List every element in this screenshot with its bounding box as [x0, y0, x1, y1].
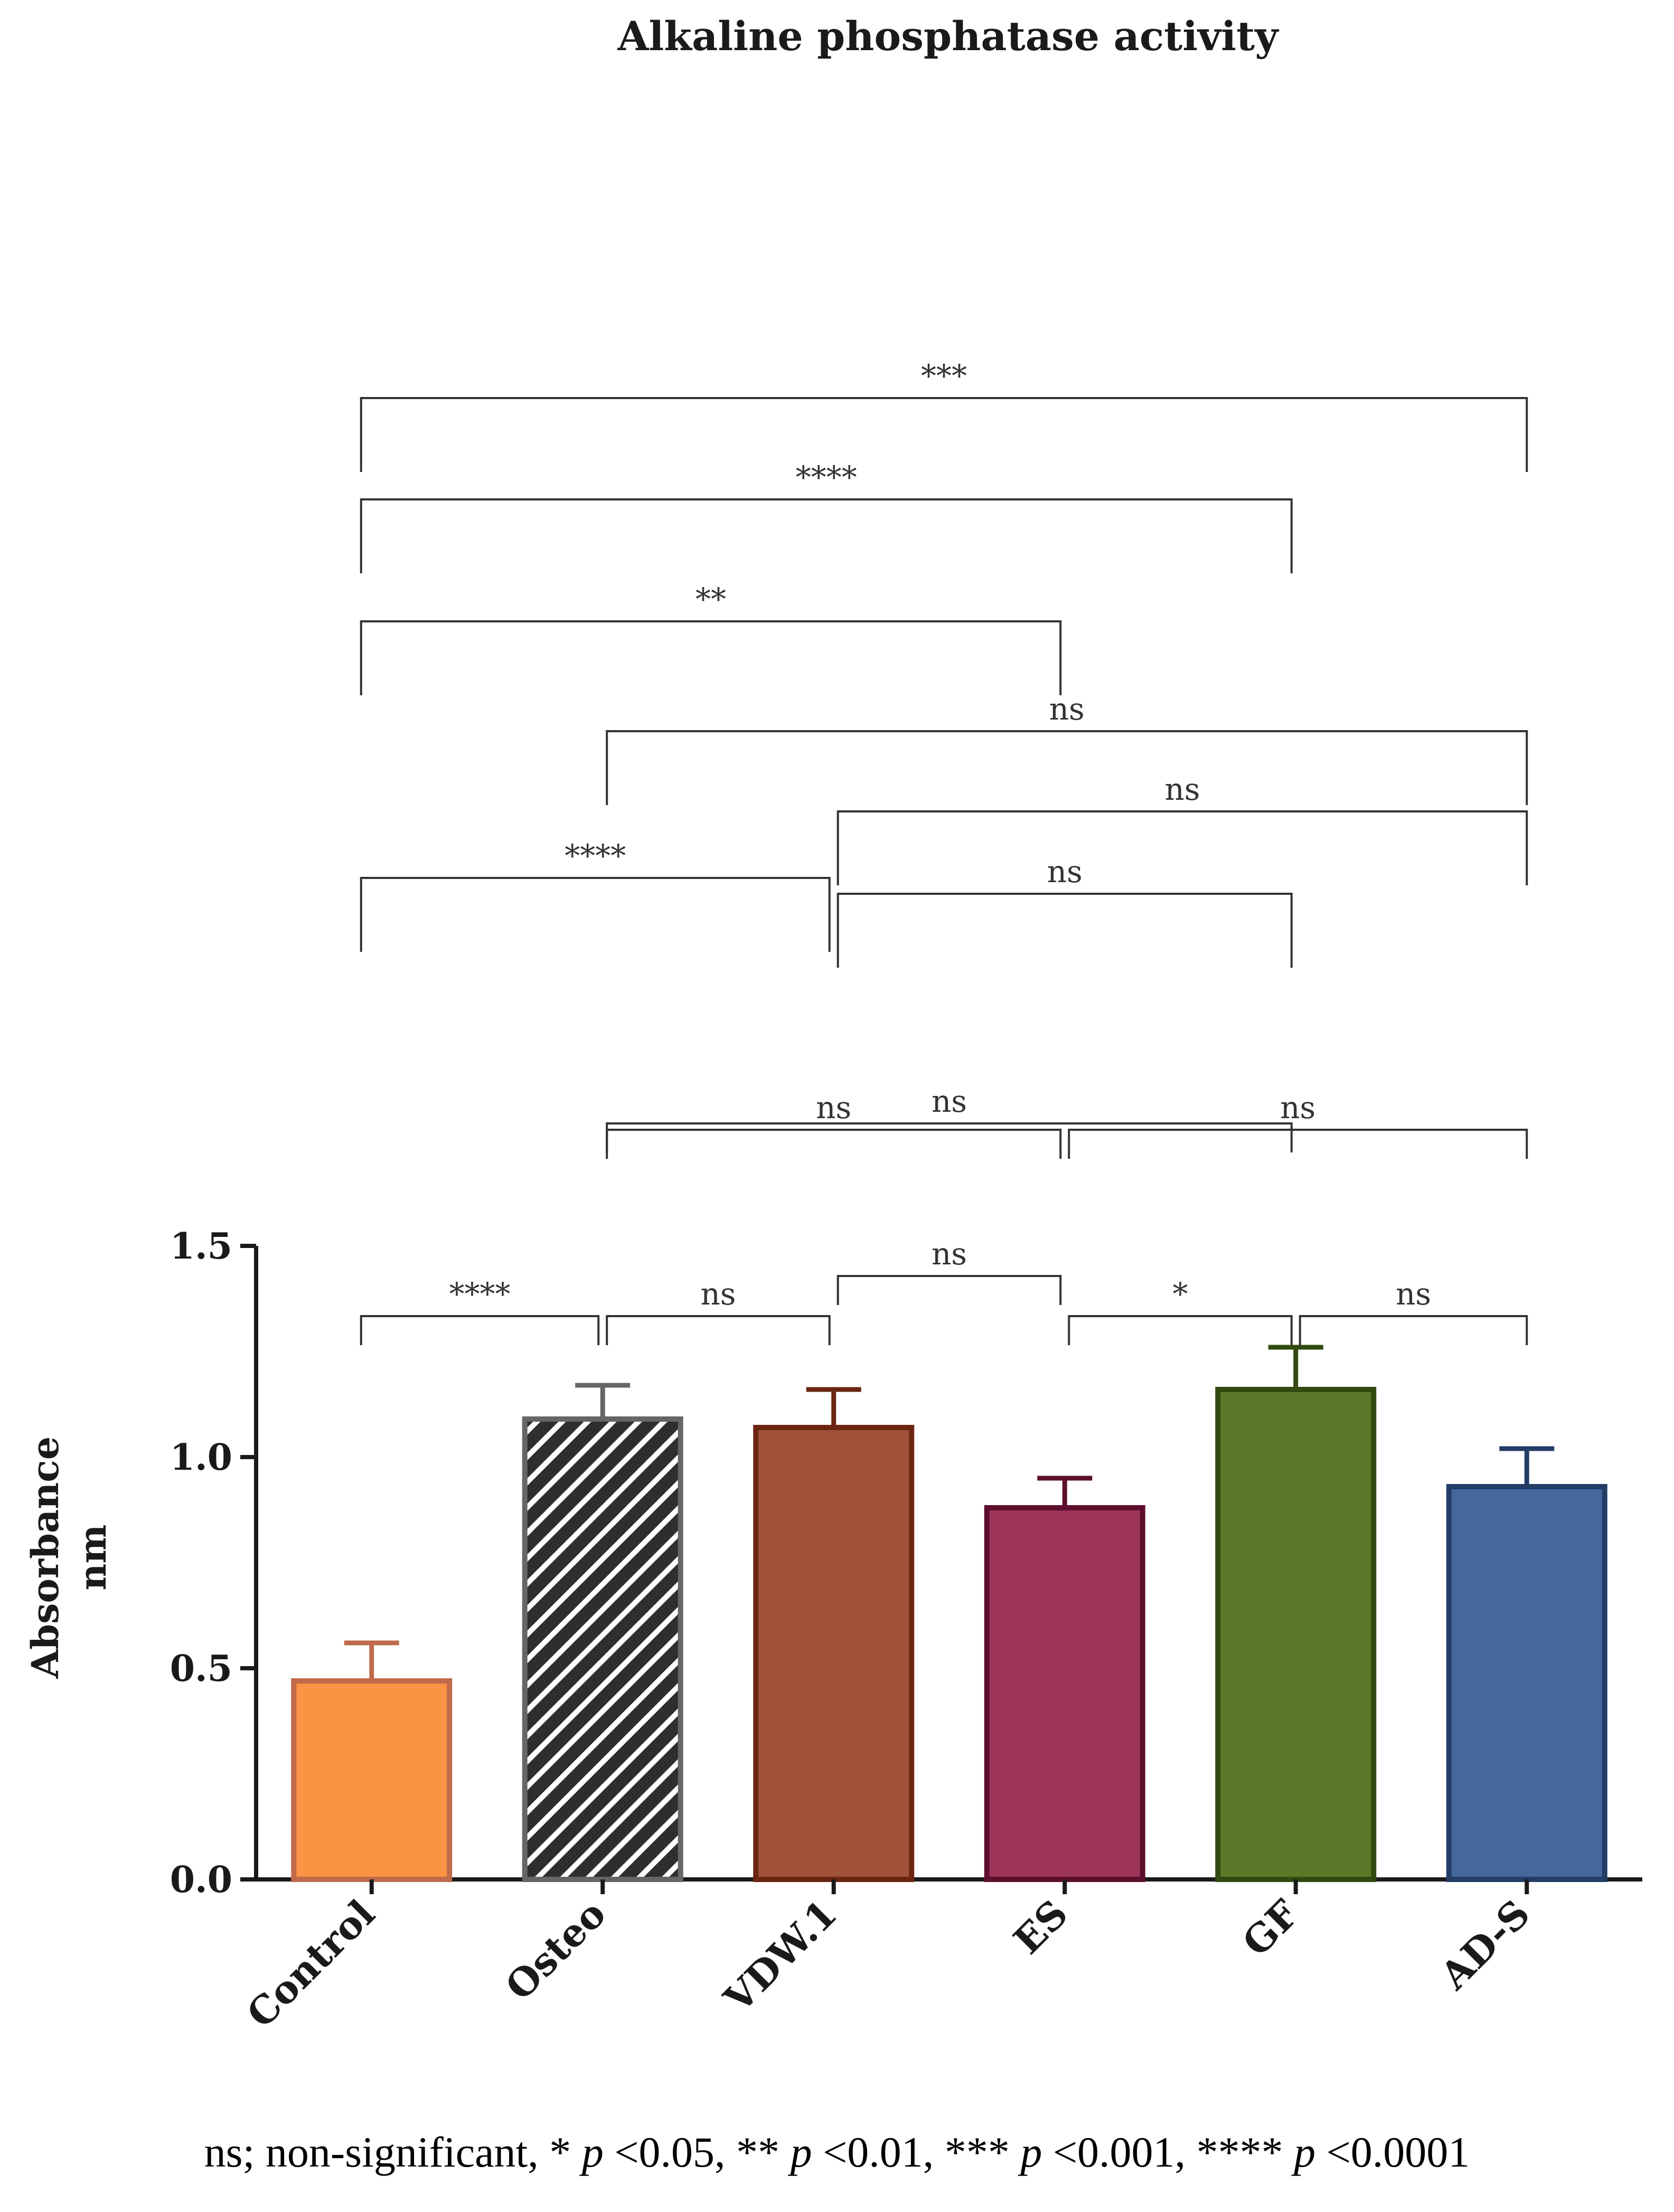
- bracket-label: ns: [1164, 771, 1200, 807]
- footnote-star-2: **: [736, 2128, 780, 2176]
- x-tick-label: GF: [1234, 1891, 1308, 1965]
- bracket-line: [1068, 1129, 1528, 1159]
- footnote-value-1: <0.05,: [614, 2128, 726, 2176]
- bracket-label: ****: [796, 459, 857, 495]
- significance-footnote: ns; non-significant, * p <0.05, ** p <0.…: [0, 2128, 1674, 2177]
- bracket-line: [360, 397, 1528, 472]
- error-bars: [344, 1345, 1555, 1681]
- axes: [254, 1246, 1642, 1882]
- bracket-control-vs-vdw-1: ****: [360, 838, 831, 952]
- bars: [291, 1387, 1607, 1882]
- bracket-label: ***: [921, 358, 967, 394]
- footnote-value-2: <0.01,: [823, 2128, 934, 2176]
- y-axis-label: Absorbance nm: [23, 1436, 115, 1679]
- bracket-line: [606, 1129, 1062, 1159]
- bracket-line: [360, 877, 831, 952]
- footnote-p-4: p: [1294, 2128, 1316, 2176]
- bracket-gf-vs-ad-s: ns: [1299, 1276, 1528, 1345]
- x-tick-label: Osteo: [496, 1891, 614, 2009]
- bracket-vdw-1-vs-gf: ns: [836, 854, 1293, 968]
- bar-es: [984, 1505, 1145, 1882]
- bracket-es-vs-gf: *: [1068, 1276, 1293, 1345]
- footnote-p-2: p: [790, 2128, 812, 2176]
- bar-control: [291, 1678, 453, 1882]
- chart: Alkaline phosphatase activity Absorbance…: [23, 13, 1642, 2036]
- bracket-line: [360, 1315, 600, 1345]
- y-tick-label: 0.5: [170, 1648, 232, 1690]
- bracket-vdw-1-vs-es: ns: [836, 1236, 1062, 1305]
- footnote-star-1: *: [549, 2128, 571, 2176]
- footnote-ns: ns; non-significant,: [204, 2128, 539, 2176]
- bracket-label: ns: [700, 1276, 736, 1312]
- bracket-control-vs-es: **: [360, 581, 1062, 695]
- x-tick-label: AD-S: [1431, 1891, 1538, 1998]
- bracket-vdw-1-vs-ad-s: ns: [836, 771, 1528, 885]
- bracket-label: ns: [816, 1090, 851, 1126]
- footnote-star-3: ***: [944, 2128, 1010, 2176]
- bracket-line: [836, 1275, 1062, 1305]
- bracket-control-vs-osteo: ****: [360, 1276, 600, 1345]
- x-tick-label: ES: [1005, 1891, 1077, 1963]
- bracket-line: [1299, 1315, 1528, 1345]
- footnote-p-1: p: [581, 2128, 604, 2176]
- x-tick-label: Control: [238, 1891, 383, 2036]
- bracket-line: [836, 810, 1528, 885]
- bracket-line: [606, 730, 1528, 805]
- y-ticks: 0.0 0.5 1.0 1.5: [170, 1225, 256, 1901]
- bracket-line: [606, 1315, 831, 1345]
- y-tick-label: 1.5: [170, 1225, 232, 1268]
- bracket-es-vs-ad-s: ns: [1068, 1090, 1528, 1159]
- bracket-osteo-vs-gf: ns: [606, 1083, 1293, 1152]
- bracket-label: ns: [932, 1083, 967, 1119]
- bracket-line: [360, 620, 1062, 695]
- y-tick-label: 1.0: [170, 1436, 232, 1479]
- bar-gf: [1215, 1387, 1377, 1882]
- bar-vdw-1: [753, 1425, 915, 1882]
- x-tick-labels: Control Osteo VDW.1 ES GF AD-S: [238, 1879, 1538, 2036]
- y-axis-label-line-1: Absorbance: [23, 1436, 67, 1679]
- bracket-label: ****: [565, 838, 626, 874]
- y-axis-label-line-2: nm: [71, 1525, 115, 1591]
- bracket-osteo-vs-vdw-1: ns: [606, 1276, 831, 1345]
- bracket-label: ns: [932, 1236, 967, 1272]
- bar-ad-s: [1446, 1484, 1607, 1882]
- y-tick-label: 0.0: [170, 1859, 232, 1901]
- bracket-control-vs-ad-s: ***: [360, 358, 1528, 472]
- bracket-label: ns: [1049, 691, 1085, 727]
- bar-osteo: [522, 1416, 683, 1882]
- bracket-label: *: [1173, 1276, 1188, 1312]
- footnote-star-4: ****: [1196, 2128, 1283, 2176]
- bracket-line: [606, 1122, 1293, 1152]
- x-tick-label: VDW.1: [715, 1891, 845, 2021]
- chart-title: Alkaline phosphatase activity: [617, 13, 1280, 60]
- bracket-line: [360, 498, 1293, 573]
- bracket-label: **: [695, 581, 726, 617]
- footnote-p-3: p: [1020, 2128, 1042, 2176]
- bracket-label: ****: [449, 1276, 511, 1312]
- bracket-osteo-vs-ad-s: ns: [606, 691, 1528, 805]
- bracket-label: ns: [1047, 854, 1083, 890]
- bracket-line: [836, 893, 1293, 968]
- bracket-line: [1068, 1315, 1293, 1345]
- footnote-value-4: <0.0001: [1326, 2128, 1470, 2176]
- bracket-label: ns: [1396, 1276, 1431, 1312]
- bracket-control-vs-gf: ****: [360, 459, 1293, 573]
- footnote-value-3: <0.001,: [1052, 2128, 1186, 2176]
- bracket-label: ns: [1280, 1090, 1315, 1126]
